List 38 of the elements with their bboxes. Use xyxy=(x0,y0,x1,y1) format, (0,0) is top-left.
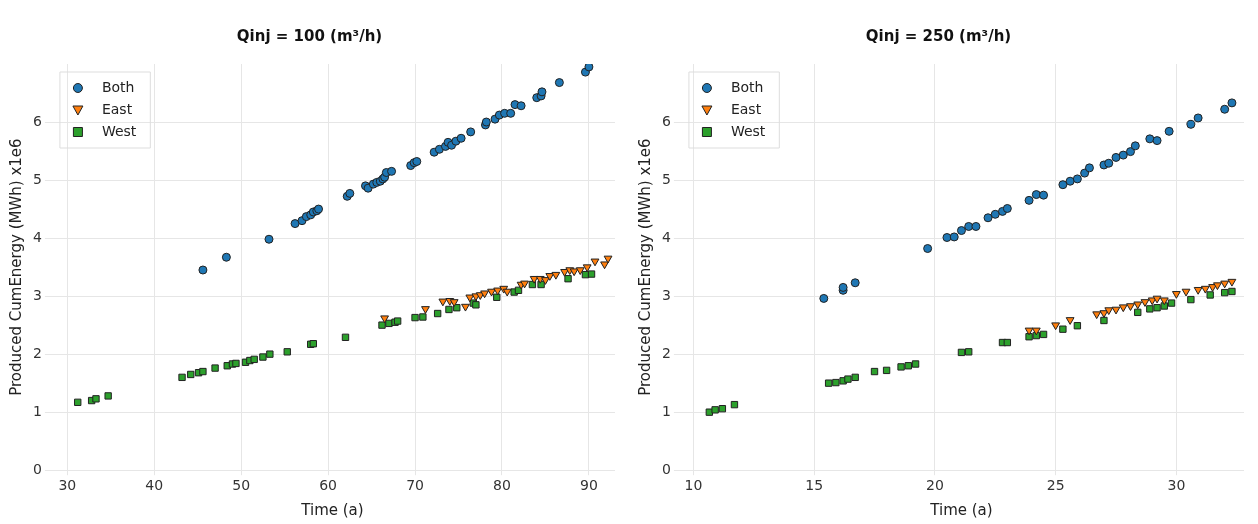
x-tick-label: 70 xyxy=(406,477,424,494)
y-tick-label: 6 xyxy=(32,112,42,129)
y-tick-label: 2 xyxy=(32,344,42,361)
y-tick-label: 5 xyxy=(32,170,42,187)
x-tick-label: 10 xyxy=(684,477,703,494)
x-tick-label: 15 xyxy=(805,477,824,494)
x-tick-label: 40 xyxy=(145,477,164,494)
x-tick-label: 20 xyxy=(925,477,944,494)
x-tick-label: 30 xyxy=(1167,477,1186,494)
y-tick-label: 5 xyxy=(661,170,671,187)
chart-title: Qinj = 250 (m³/h) xyxy=(865,26,1012,45)
legend-label: Both xyxy=(730,78,764,95)
y-tick-label: 4 xyxy=(661,228,671,245)
x-tick-label: 50 xyxy=(232,477,251,494)
y-tick-label: 6 xyxy=(661,112,671,129)
legend-label: East xyxy=(730,100,762,117)
x-tick-label: 60 xyxy=(319,477,338,494)
y-tick-label: 3 xyxy=(32,286,42,303)
chart-title: Qinj = 100 (m³/h) xyxy=(236,26,383,45)
legend-label: Both xyxy=(101,78,135,95)
y-tick-label: 1 xyxy=(661,402,671,419)
y-tick-label: 0 xyxy=(661,460,671,477)
x-tick-label: 90 xyxy=(580,477,598,494)
y-axis-title: Produced CumEnergy (MWh) x1e6 xyxy=(635,138,654,396)
x-tick-label: 25 xyxy=(1046,477,1065,494)
legend-label: West xyxy=(730,122,766,139)
x-axis-title: Time (a) xyxy=(929,500,993,519)
y-tick-label: 0 xyxy=(32,460,42,477)
legend-label: East xyxy=(101,100,133,117)
y-tick-label: 4 xyxy=(32,228,42,245)
legend-label: West xyxy=(101,122,137,139)
y-tick-label: 3 xyxy=(661,286,671,303)
y-tick-label: 2 xyxy=(661,344,671,361)
x-tick-label: 30 xyxy=(58,477,77,494)
x-axis-title: Time (a) xyxy=(300,500,364,519)
x-tick-label: 80 xyxy=(493,477,511,494)
y-tick-label: 1 xyxy=(32,402,42,419)
y-axis-title: Produced CumEnergy (MWh) x1e6 xyxy=(6,138,25,396)
